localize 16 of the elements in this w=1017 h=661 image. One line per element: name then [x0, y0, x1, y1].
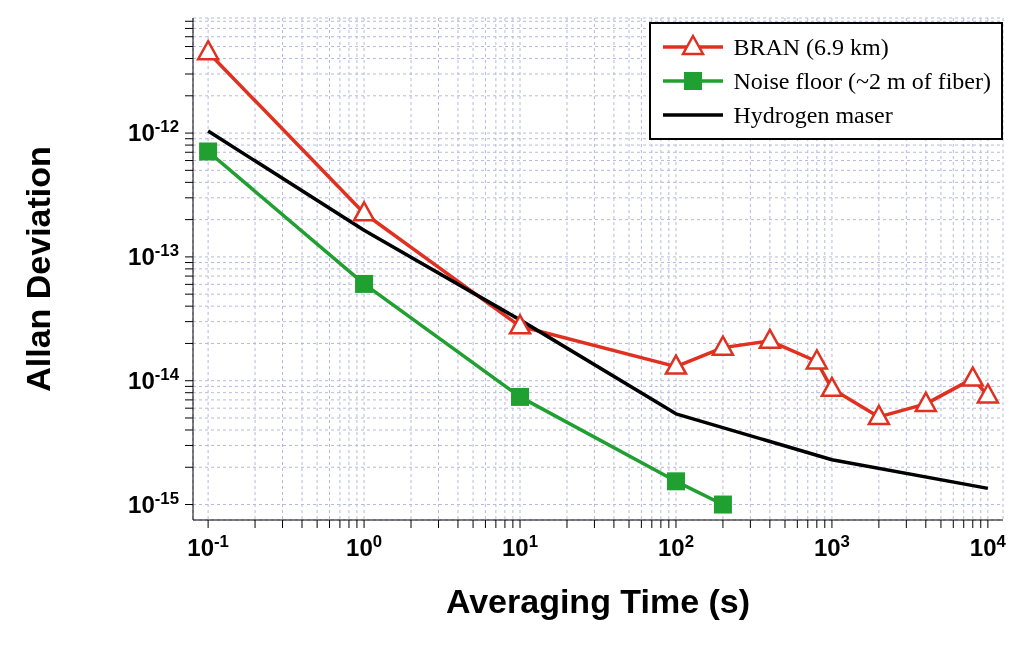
line-series	[206, 129, 990, 491]
x-tick-label: 10$^{3}$	[813, 531, 850, 561]
x-tick-label: 10$^{2}$	[657, 531, 694, 561]
y-tick-label: 10$^{-13}$	[128, 240, 179, 270]
y-tick-label: 10$^{-14}$	[128, 364, 180, 394]
y-tick-label: 10$^{-12}$	[128, 116, 179, 147]
y-tick-label: 10$^{-15}$	[128, 488, 179, 518]
x-tick-label: 10$^{-1}$	[187, 531, 229, 561]
legend-label: Hydrogen maser	[733, 101, 893, 129]
y-axis-title: Allan Deviation	[19, 146, 58, 392]
legend-label: Noise floor (~2 m of fiber)	[733, 67, 991, 95]
legend-label: BRAN (6.9 km)	[733, 33, 889, 61]
x-tick-label: 10$^{0}$	[346, 531, 383, 561]
x-tick-label: 10$^{1}$	[502, 531, 539, 561]
x-tick-label: 10$^{4}$	[969, 531, 1007, 561]
x-axis-title: Averaging Time (s)	[445, 582, 751, 620]
